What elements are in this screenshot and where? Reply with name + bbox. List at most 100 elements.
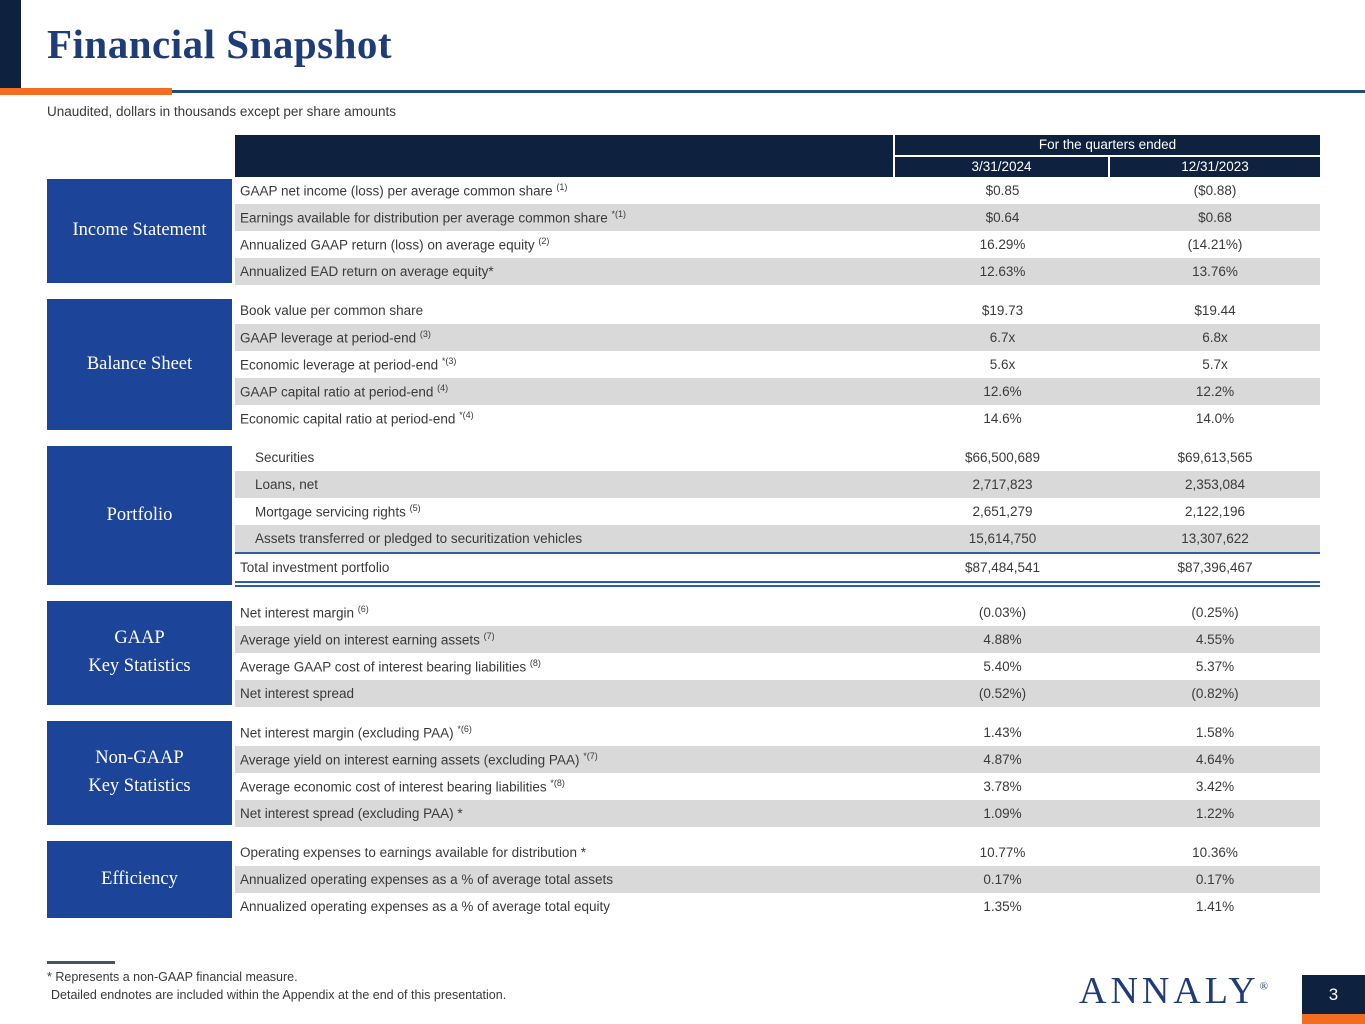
cell-value: 13,307,622 bbox=[1181, 531, 1249, 546]
row-label: Book value per common share bbox=[240, 303, 424, 318]
row-label: Earnings available for distribution per … bbox=[240, 209, 626, 226]
row-label: Net interest spread (excluding PAA) * bbox=[240, 806, 463, 821]
table-row: Annualized GAAP return (loss) on average… bbox=[235, 231, 1320, 258]
cell-value: $69,613,565 bbox=[1177, 450, 1253, 465]
footnote-divider bbox=[47, 961, 115, 964]
column-header-q1-2024: 3/31/2024 bbox=[895, 157, 1110, 177]
section-label-line: Efficiency bbox=[101, 868, 178, 889]
row-label: Net interest spread bbox=[240, 686, 355, 701]
section-label-line: Portfolio bbox=[106, 504, 173, 525]
orange-rule bbox=[0, 88, 172, 95]
title-accent-block bbox=[0, 0, 21, 88]
table-row: Average GAAP cost of interest bearing li… bbox=[235, 653, 1320, 680]
cell-value: 5.7x bbox=[1202, 357, 1228, 372]
table-header-spacer bbox=[235, 135, 895, 177]
section-rows: GAAP net income (loss) per average commo… bbox=[235, 177, 1320, 285]
section-label-line: Key Statistics bbox=[88, 776, 191, 796]
table-row: Net interest spread (0.52%) (0.82%) bbox=[235, 680, 1320, 707]
row-label: Average yield on interest earning assets… bbox=[240, 631, 495, 648]
cell-value: 12.6% bbox=[983, 384, 1022, 399]
row-label: Average economic cost of interest bearin… bbox=[240, 778, 565, 795]
cell-value: (0.82%) bbox=[1191, 686, 1239, 701]
cell-value: 3.78% bbox=[983, 779, 1022, 794]
cell-value: (0.03%) bbox=[978, 605, 1027, 620]
section-label-line: GAAP bbox=[114, 628, 165, 649]
page-number: 3 bbox=[1302, 975, 1365, 1014]
table-row: Economic leverage at period-end *(3) 5.6x… bbox=[235, 351, 1320, 378]
page-number-box: 3 bbox=[1302, 975, 1365, 1024]
cell-value: 0.17% bbox=[983, 872, 1022, 887]
row-label: Annualized operating expenses as a % of … bbox=[240, 899, 610, 914]
section-label: Efficiency bbox=[47, 841, 232, 918]
table-section: Income Statement GAAP net income (loss) p… bbox=[47, 177, 1320, 285]
cell-value: (0.52%) bbox=[978, 686, 1027, 701]
cell-value: 1.43% bbox=[983, 725, 1022, 740]
table-row: Total investment portfolio $87,484,541 $87… bbox=[235, 552, 1320, 583]
table-section: Balance Sheet Book value per common share… bbox=[47, 297, 1320, 432]
section-label: Balance Sheet bbox=[47, 299, 232, 430]
cell-value: ($0.88) bbox=[1193, 183, 1237, 198]
row-label: Total investment portfolio bbox=[240, 560, 390, 575]
section-rows: Net interest margin (6) (0.03%) (0.25%) Ave… bbox=[235, 599, 1320, 707]
cell-value: 3.42% bbox=[1195, 779, 1235, 794]
table-row: Annualized operating expenses as a % of … bbox=[235, 866, 1320, 893]
cell-value: 1.22% bbox=[1195, 806, 1235, 821]
table-row: Economic capital ratio at period-end *(4… bbox=[235, 405, 1320, 432]
table-header: For the quarters ended 3/31/2024 12/31/2… bbox=[235, 135, 1320, 177]
row-label: Operating expenses to earnings available… bbox=[240, 845, 586, 860]
cell-value: 1.41% bbox=[1195, 899, 1235, 914]
table-section: Non-GAAP Key Statistics Net interest margi… bbox=[47, 719, 1320, 827]
cell-value: $19.44 bbox=[1194, 303, 1236, 318]
section-rows: Book value per common share $19.73 $19.44 G… bbox=[235, 297, 1320, 432]
table-row: GAAP net income (loss) per average commo… bbox=[235, 177, 1320, 204]
table-row: Average yield on interest earning assets… bbox=[235, 626, 1320, 653]
row-label: Net interest margin (6) bbox=[240, 604, 369, 621]
table-section: Portfolio Securities $66,500,689 $69,613,56… bbox=[47, 444, 1320, 587]
cell-value: 14.6% bbox=[983, 411, 1022, 426]
section-label: GAAP Key Statistics bbox=[47, 601, 232, 705]
section-label: Income Statement bbox=[47, 179, 232, 283]
annaly-logo: ANNALY® bbox=[1079, 972, 1268, 1010]
cell-value: 10.77% bbox=[979, 845, 1026, 860]
cell-value: (14.21%) bbox=[1187, 237, 1243, 252]
table-section: Efficiency Operating expenses to earnings… bbox=[47, 839, 1320, 920]
table-row: Net interest spread (excluding PAA) * 1.0… bbox=[235, 800, 1320, 827]
table-row: Average economic cost of interest bearin… bbox=[235, 773, 1320, 800]
row-label: Assets transferred or pledged to securit… bbox=[255, 531, 583, 546]
cell-value: 0.17% bbox=[1195, 872, 1235, 887]
blue-rule bbox=[172, 90, 1365, 93]
section-label-line: Non-GAAP bbox=[95, 748, 184, 769]
table-row: GAAP leverage at period-end (3) 6.7x 6.8x bbox=[235, 324, 1320, 351]
table-row: Book value per common share $19.73 $19.44 bbox=[235, 297, 1320, 324]
row-label: Net interest margin (excluding PAA) *(6) bbox=[240, 724, 472, 741]
table-row: Securities $66,500,689 $69,613,565 bbox=[235, 444, 1320, 471]
registered-mark: ® bbox=[1259, 980, 1268, 993]
cell-value: $66,500,689 bbox=[964, 450, 1041, 465]
row-label: Mortgage servicing rights (5) bbox=[255, 503, 421, 520]
table-row: Net interest margin (6) (0.03%) (0.25%) bbox=[235, 599, 1320, 626]
cell-value: 5.37% bbox=[1195, 659, 1235, 674]
logo-text: ANNALY bbox=[1079, 970, 1260, 1012]
section-label: Non-GAAP Key Statistics bbox=[47, 721, 232, 825]
table-sections: Income Statement GAAP net income (loss) p… bbox=[47, 177, 1320, 920]
cell-value: 13.76% bbox=[1192, 264, 1238, 279]
cell-value: 1.09% bbox=[983, 806, 1022, 821]
table-row: Earnings available for distribution per … bbox=[235, 204, 1320, 231]
section-label-line: Balance Sheet bbox=[86, 353, 193, 374]
section-rows: Securities $66,500,689 $69,613,565 Loans, n… bbox=[235, 444, 1320, 587]
page-title: Financial Snapshot bbox=[47, 21, 393, 67]
cell-value: 4.55% bbox=[1195, 632, 1235, 647]
footnote-line-2: Detailed endnotes are included within th… bbox=[51, 988, 507, 1003]
cell-value: 10.36% bbox=[1192, 845, 1238, 860]
table-row: Mortgage servicing rights (5) 2,651,279 2,… bbox=[235, 498, 1320, 525]
section-label-line: Income Statement bbox=[72, 220, 207, 241]
row-label: GAAP leverage at period-end (3) bbox=[240, 329, 431, 346]
row-label: Average yield on interest earning assets… bbox=[240, 751, 598, 768]
row-label: Economic capital ratio at period-end *(4… bbox=[240, 410, 474, 427]
cell-value: 2,122,196 bbox=[1184, 504, 1246, 519]
cell-value: 1.35% bbox=[983, 899, 1022, 914]
row-label: Securities bbox=[255, 450, 315, 465]
row-label: Economic leverage at period-end *(3) bbox=[240, 356, 457, 373]
cell-value: 1.58% bbox=[1195, 725, 1235, 740]
